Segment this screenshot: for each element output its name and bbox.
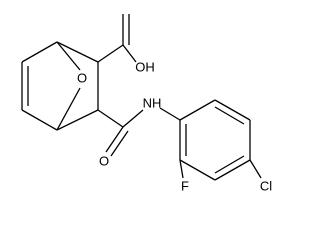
structure: O OH NH O F Cl — [21, 14, 272, 193]
atom-label: O — [99, 153, 109, 168]
bonds — [21, 14, 262, 181]
atom-label: Cl — [260, 178, 272, 193]
atom-label: NH — [143, 95, 162, 110]
atom-label: O — [77, 70, 87, 85]
atom-label: F — [181, 178, 189, 193]
atom-label: OH — [135, 59, 155, 74]
